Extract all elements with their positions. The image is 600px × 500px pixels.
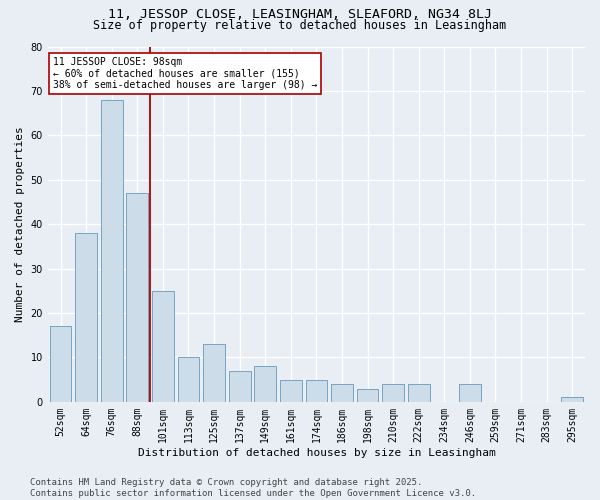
Text: 11, JESSOP CLOSE, LEASINGHAM, SLEAFORD, NG34 8LJ: 11, JESSOP CLOSE, LEASINGHAM, SLEAFORD, …	[108, 8, 492, 20]
Bar	[356, 388, 379, 402]
Bar	[562, 398, 583, 402]
Bar	[50, 326, 71, 402]
Y-axis label: Number of detached properties: Number of detached properties	[15, 126, 25, 322]
Bar	[178, 358, 199, 402]
Text: 11 JESSOP CLOSE: 98sqm
← 60% of detached houses are smaller (155)
38% of semi-de: 11 JESSOP CLOSE: 98sqm ← 60% of detached…	[53, 57, 317, 90]
Bar	[305, 380, 327, 402]
Bar	[382, 384, 404, 402]
Text: Size of property relative to detached houses in Leasingham: Size of property relative to detached ho…	[94, 18, 506, 32]
Bar	[152, 291, 174, 402]
Bar	[101, 100, 122, 402]
X-axis label: Distribution of detached houses by size in Leasingham: Distribution of detached houses by size …	[137, 448, 495, 458]
Bar	[203, 344, 225, 402]
Bar	[280, 380, 302, 402]
Bar	[75, 233, 97, 402]
Bar	[229, 370, 251, 402]
Bar	[127, 193, 148, 402]
Bar	[254, 366, 276, 402]
Bar	[408, 384, 430, 402]
Text: Contains HM Land Registry data © Crown copyright and database right 2025.
Contai: Contains HM Land Registry data © Crown c…	[30, 478, 476, 498]
Bar	[459, 384, 481, 402]
Bar	[331, 384, 353, 402]
